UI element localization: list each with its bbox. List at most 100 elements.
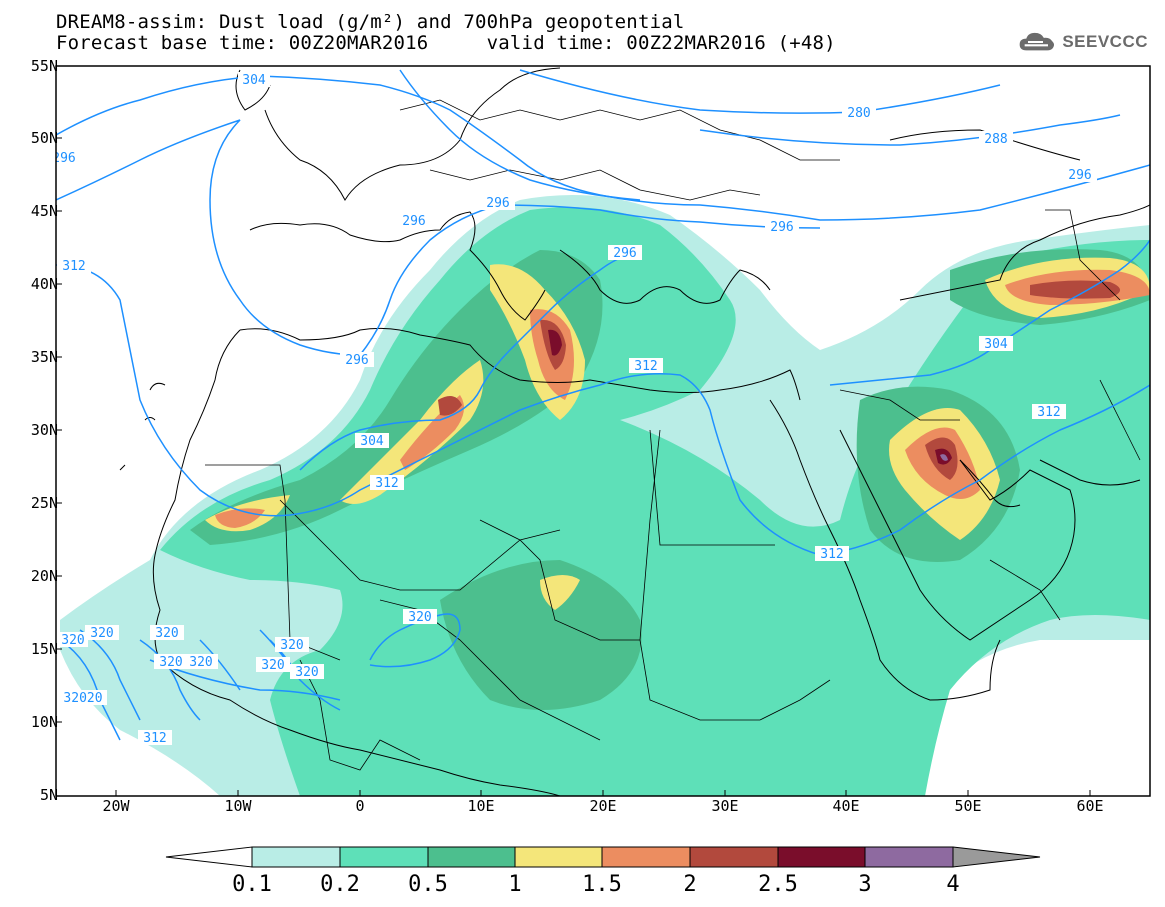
lon-label: 10E bbox=[467, 797, 495, 815]
colorbar-label: 4 bbox=[946, 872, 960, 897]
lon-label: 0 bbox=[355, 797, 365, 815]
border-europe-1 bbox=[399, 99, 840, 161]
contour-line-312 bbox=[56, 264, 1150, 556]
lat-label: 50N bbox=[30, 129, 58, 147]
lat-label: 40N bbox=[30, 275, 58, 293]
dust-band-1-b bbox=[340, 360, 484, 504]
coastline-north-africa bbox=[239, 327, 801, 401]
seevccc-logo: SEEVCCC bbox=[1018, 26, 1148, 58]
dust-band-0-5-sahel bbox=[440, 560, 642, 710]
country-borders bbox=[205, 99, 1141, 771]
lat-label: 10N bbox=[30, 713, 58, 731]
border-turkmenistan bbox=[1045, 209, 1121, 301]
contour-label: 320 bbox=[85, 625, 119, 641]
contour-label-text: 320 bbox=[261, 658, 284, 673]
contour-label: 296 bbox=[1063, 167, 1097, 183]
colorbar-label: 3 bbox=[858, 872, 872, 897]
border-pakistan bbox=[1099, 379, 1141, 461]
coastline-gulf bbox=[959, 459, 1141, 508]
contour-label-text: 312 bbox=[62, 259, 85, 274]
contour-label: 296 bbox=[340, 352, 374, 368]
coastline-red-sea bbox=[769, 399, 1001, 701]
colorbar-swatch bbox=[251, 846, 341, 868]
contour-label: 320 bbox=[184, 654, 218, 670]
colorbar-swatch bbox=[689, 846, 779, 868]
lon-label: 40E bbox=[832, 797, 860, 815]
contour-label: 32020 bbox=[59, 690, 107, 706]
lon-label: 50E bbox=[954, 797, 982, 815]
colorbar-swatch bbox=[864, 846, 954, 868]
coastline-arabia bbox=[839, 429, 1076, 641]
contour-label: 312 bbox=[57, 258, 91, 274]
contour-label-text: 320 bbox=[295, 665, 318, 680]
dust-band-2-d bbox=[438, 396, 462, 416]
contour-label: 312 bbox=[138, 730, 172, 746]
contour-line-b bbox=[399, 69, 641, 201]
contour-line-304 bbox=[299, 251, 641, 471]
contour-label: 304 bbox=[979, 336, 1013, 352]
contour-label-text: 296 bbox=[402, 214, 425, 229]
contour-label-text: 320 bbox=[90, 626, 113, 641]
contour-label: 296 bbox=[56, 150, 76, 166]
contour-label: 280 bbox=[842, 105, 876, 121]
colorbar-high-arrow bbox=[952, 846, 1041, 868]
contour-label: 320 bbox=[403, 609, 437, 625]
contour-label: 320 bbox=[150, 625, 184, 641]
colorbar-label: 0.5 bbox=[408, 872, 448, 897]
border-west-africa bbox=[379, 599, 601, 741]
border-west-africa-2 bbox=[299, 659, 421, 771]
colorbar-label: 1 bbox=[508, 872, 522, 897]
contour-label: 296 bbox=[481, 195, 515, 211]
contour-label: 304 bbox=[355, 433, 389, 449]
coastline-caspian-region bbox=[899, 204, 1150, 301]
dust-band-4 bbox=[940, 454, 948, 461]
colorbar-label: 1.5 bbox=[582, 872, 622, 897]
colorbar-label: 2.5 bbox=[758, 872, 798, 897]
contour-label-text: 312 bbox=[634, 359, 657, 374]
contour-label-text: 304 bbox=[984, 337, 1008, 352]
contour-line-280 bbox=[519, 69, 1001, 114]
colorbar-swatch bbox=[339, 846, 429, 868]
colorbar-swatch bbox=[777, 846, 866, 868]
dust-band-0-5-west bbox=[190, 250, 603, 545]
dust-band-2-5-a bbox=[548, 329, 562, 356]
dust-band-2-c bbox=[1030, 280, 1120, 299]
lat-label: 5N bbox=[39, 786, 58, 804]
border-egypt-sudan bbox=[649, 429, 775, 546]
contour-label: 296 bbox=[608, 245, 642, 261]
contour-line-a bbox=[56, 75, 1150, 221]
lon-ticks bbox=[115, 790, 1091, 796]
lat-label: 25N bbox=[30, 494, 58, 512]
contour-label-text: 296 bbox=[770, 220, 793, 235]
colorbar-label: 0.1 bbox=[232, 872, 272, 897]
contour-label-text: 280 bbox=[847, 106, 870, 121]
lat-ticks bbox=[56, 65, 62, 797]
contour-label: 320 bbox=[275, 637, 309, 653]
colorbar-label: 2 bbox=[683, 872, 697, 897]
colorbar-swatch bbox=[601, 846, 691, 868]
border-europe-2 bbox=[429, 169, 761, 201]
contour-label-text: 320 bbox=[408, 610, 431, 625]
contour-label: 296 bbox=[397, 213, 431, 229]
logo-text: SEEVCCC bbox=[1062, 32, 1148, 51]
contour-label: 320 bbox=[256, 657, 290, 673]
contour-label-text: 312 bbox=[1037, 405, 1060, 420]
canary-islands bbox=[119, 382, 166, 471]
geopotential-contours bbox=[56, 69, 1150, 741]
coastline-black-sea bbox=[889, 129, 1081, 161]
cloud-logo-icon bbox=[1019, 32, 1055, 51]
contour-label: 312 bbox=[370, 475, 404, 491]
chart-subtitle: Forecast base time: 00Z20MAR2016 valid t… bbox=[56, 32, 836, 54]
border-libya-egypt bbox=[649, 429, 661, 521]
contour-labels: 304 280 288 296 296 296 296 296 312 296 … bbox=[56, 72, 1097, 746]
contour-label-text: 312 bbox=[375, 476, 398, 491]
lat-label: 55N bbox=[30, 57, 58, 75]
contour-label: 312 bbox=[815, 546, 849, 562]
colorbar-low-arrow bbox=[165, 846, 253, 868]
dust-load-fields bbox=[60, 195, 1150, 796]
contour-label: 296 bbox=[765, 219, 799, 235]
lon-label: 10W bbox=[224, 797, 252, 815]
contour-label-text: 296 bbox=[486, 196, 509, 211]
contour-label-text: 320 bbox=[61, 633, 84, 648]
